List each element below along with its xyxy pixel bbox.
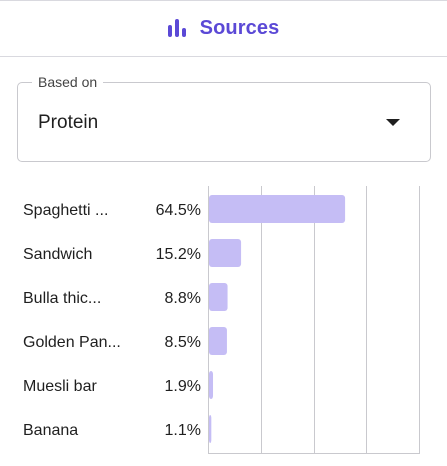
data-bar — [209, 371, 214, 399]
value-label: 8.5% — [165, 334, 201, 351]
data-bar — [209, 283, 228, 311]
value-label: 1.1% — [165, 422, 201, 439]
value-label: 64.5% — [156, 202, 201, 219]
category-label: Muesli bar — [23, 378, 97, 395]
bar-chart-icon — [167, 18, 186, 37]
value-label: 1.9% — [165, 378, 201, 395]
data-bar — [209, 327, 227, 355]
panel-title: Sources — [199, 17, 280, 39]
sources-chart: Spaghetti ... 64.5% Sandwich 15.2% Bulla thi… — [0, 183, 447, 455]
data-bar — [209, 195, 346, 223]
category-label: Sandwich — [23, 246, 92, 263]
category-label: Bulla thic... — [23, 290, 101, 307]
based-on-select[interactable]: Based on Protein — [17, 73, 431, 162]
category-label: Golden Pan... — [23, 334, 121, 351]
category-label: Spaghetti ... — [23, 202, 108, 219]
based-on-value: Protein — [38, 112, 99, 133]
caret-down-icon — [386, 119, 400, 126]
data-bar — [209, 415, 212, 443]
based-on-label: Based on — [32, 73, 104, 91]
panel-header: Sources — [0, 1, 447, 57]
top-divider — [0, 0, 447, 1]
sources-chart-svg: Spaghetti ... 64.5% Sandwich 15.2% Bulla thi… — [23, 186, 420, 454]
data-bar — [209, 239, 242, 267]
value-label: 8.8% — [165, 290, 201, 307]
value-label: 15.2% — [156, 246, 201, 263]
category-label: Banana — [23, 422, 78, 439]
